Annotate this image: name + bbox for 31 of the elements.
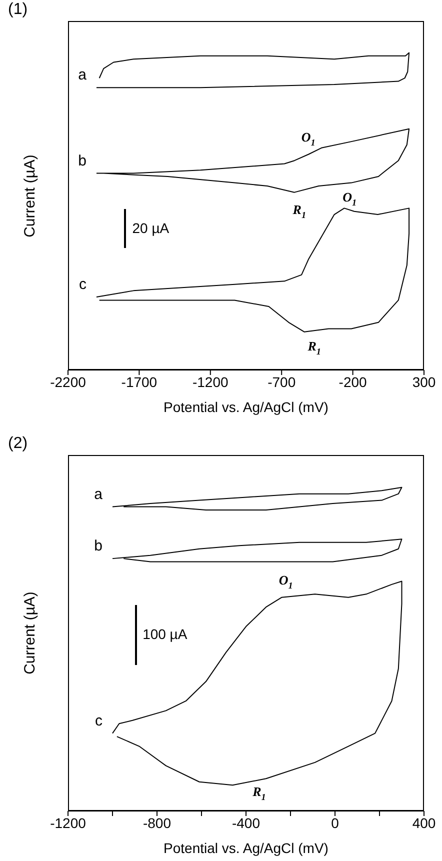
- chart-title: (1): [8, 1, 28, 19]
- annotation: 100 µA: [142, 626, 188, 642]
- chart-title: (2): [8, 435, 28, 453]
- x-tick-label: -1200: [50, 814, 86, 831]
- series-label: c: [78, 276, 87, 294]
- x-tick-label: -1200: [192, 374, 229, 390]
- x-tick-label: -2200: [50, 374, 86, 390]
- y-axis-title: Current (µA): [22, 592, 38, 674]
- x-axis-title: Potential vs. Ag/AgCl (mV): [164, 399, 328, 415]
- x-tick-label: 300: [412, 374, 436, 390]
- series-label: a: [94, 486, 104, 503]
- series-label: b: [78, 152, 86, 170]
- y-axis-title: Current (µA): [22, 154, 38, 237]
- x-tick-label: -400: [232, 814, 260, 831]
- x-tick-label: -800: [142, 814, 172, 831]
- series-label: a: [78, 66, 88, 84]
- annotation: O$_{1}$: [278, 572, 293, 590]
- annotation: R$_{1}$: [252, 784, 266, 802]
- annotation: O$_{1}$: [342, 190, 357, 208]
- annotation: R$_{1}$: [306, 338, 321, 357]
- annotation: R$_{1}$: [292, 202, 306, 220]
- x-tick-label: -200: [338, 374, 368, 390]
- x-tick-label: -1700: [121, 374, 158, 390]
- x-tick-label: -700: [268, 374, 296, 390]
- x-axis-title: Potential vs. Ag/AgCl (mV): [164, 840, 328, 856]
- x-tick-label: 400: [412, 814, 436, 831]
- annotation: O$_{1}$: [301, 129, 316, 148]
- series-label: b: [94, 538, 102, 555]
- series-label: c: [95, 712, 103, 730]
- annotation: 20 µA: [132, 220, 170, 236]
- x-tick-label: 0: [331, 814, 340, 831]
